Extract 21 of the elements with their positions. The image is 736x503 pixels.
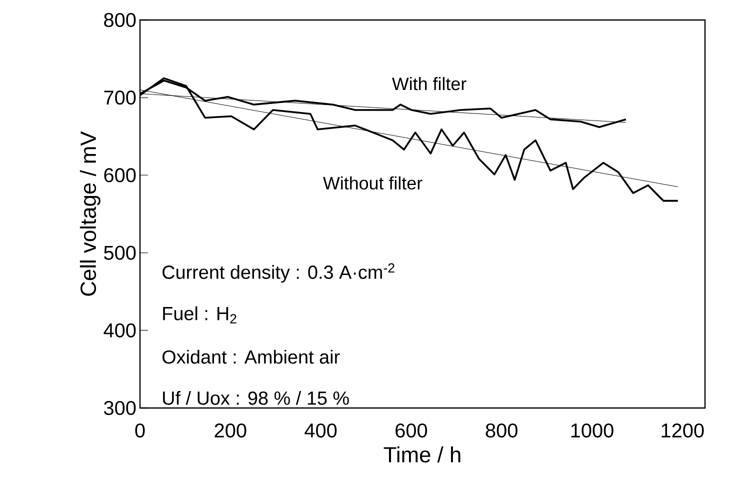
- y-tick-label: 600: [104, 168, 136, 182]
- y-tick-label: 500: [104, 246, 136, 260]
- y-tick-label: 700: [104, 90, 136, 105]
- x-tick-label: 600: [396, 423, 428, 438]
- x-tick-label: 0: [135, 423, 145, 438]
- annotation: Current density : 0.3 A·cm$^{-2}$: [162, 263, 394, 283]
- annotation: Oxidant : Ambient air: [162, 350, 340, 364]
- x-tick-label: 1200: [662, 423, 704, 438]
- series-label: With filter: [392, 77, 466, 90]
- x-tick-label: 800: [486, 423, 518, 438]
- y-axis-title: Cell voltage / mV: [80, 131, 100, 296]
- y-tick-label: 800: [104, 12, 136, 28]
- x-tick-label: 1000: [571, 423, 614, 438]
- annotation: Fuel : H$_{2}$: [163, 306, 236, 324]
- x-tick-label: 400: [304, 423, 337, 438]
- annotation: Uf / Uox : 98 % / 15 %: [163, 390, 349, 405]
- y-tick-label: 400: [104, 323, 136, 338]
- x-axis-title: Time / h: [384, 446, 460, 463]
- series-label: Without filter: [323, 176, 422, 190]
- y-tick-label: 300: [104, 400, 136, 416]
- x-tick-label: 200: [214, 423, 246, 438]
